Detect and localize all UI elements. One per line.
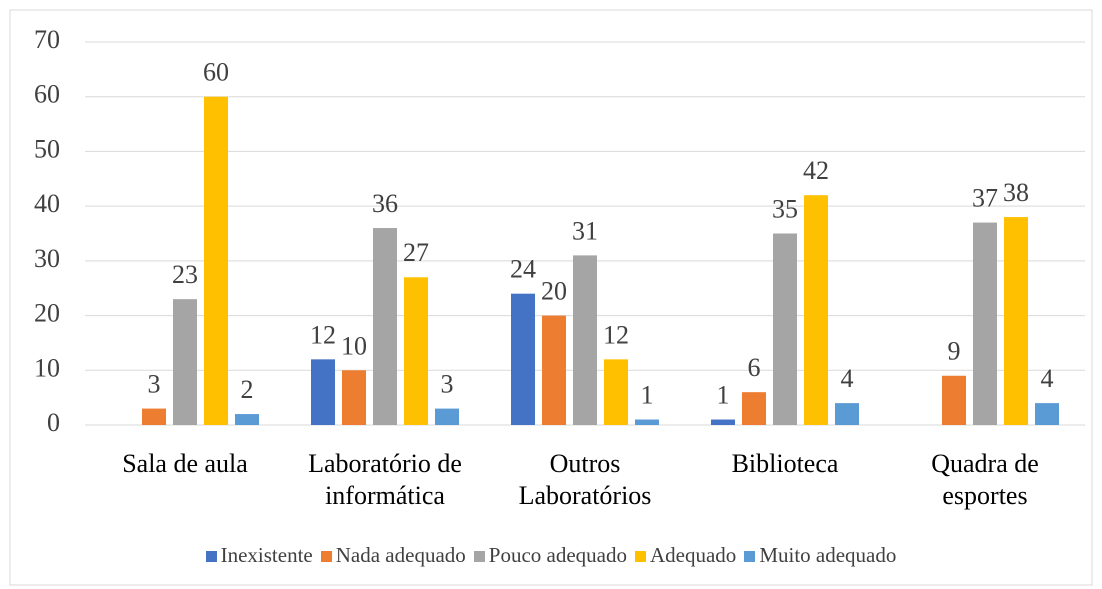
- bar: [204, 96, 228, 425]
- bar: [804, 195, 828, 425]
- data-label: 60: [203, 58, 229, 87]
- legend-label: Muito adequado: [759, 543, 897, 567]
- bar: [835, 403, 859, 425]
- data-label: 38: [1003, 178, 1029, 207]
- legend-swatch: [635, 551, 646, 562]
- legend-label: Pouco adequado: [488, 543, 627, 567]
- legend-label: Adequado: [650, 543, 737, 567]
- bar: [235, 414, 259, 425]
- legend-item: Inexistente: [205, 543, 313, 568]
- data-label: 3: [148, 370, 161, 399]
- legend-swatch: [320, 551, 332, 562]
- data-label: 27: [403, 238, 429, 267]
- bar: [542, 315, 566, 425]
- y-tick-label: 10: [34, 353, 60, 382]
- legend-swatch: [744, 551, 756, 562]
- bar: [711, 419, 735, 425]
- bar: [511, 293, 535, 425]
- legend: Inexistente Nada adequado Pouco adequado Ad…: [0, 543, 1102, 568]
- bar: [342, 370, 366, 425]
- x-tick-label: Quadra de esportes: [931, 449, 1039, 510]
- bar: [573, 255, 597, 425]
- data-label: 10: [341, 331, 367, 360]
- bar: [142, 408, 166, 425]
- legend-swatch: [205, 551, 217, 562]
- data-label: 12: [603, 320, 629, 349]
- y-tick-label: 40: [34, 189, 60, 218]
- bar: [404, 277, 428, 425]
- chart-border: [9, 9, 1093, 586]
- data-label: 6: [748, 353, 761, 382]
- data-label: 23: [172, 260, 198, 289]
- legend-item: Nada adequado: [320, 543, 466, 568]
- bar: [1004, 217, 1028, 425]
- data-label: 4: [1041, 364, 1054, 393]
- y-tick-label: 60: [34, 80, 60, 109]
- y-tick-label: 0: [47, 408, 60, 437]
- x-tick-label: Outros Laboratórios: [518, 449, 652, 510]
- legend-item: Adequado: [635, 543, 736, 568]
- bar: [311, 359, 335, 425]
- bar: [742, 392, 766, 425]
- legend-item: Muito adequado: [744, 543, 896, 568]
- data-label: 4: [841, 364, 854, 393]
- data-label: 36: [372, 189, 398, 218]
- x-tick-label: Laboratório de informática: [308, 449, 462, 510]
- bar: [173, 299, 197, 425]
- data-label: 37: [972, 184, 998, 213]
- bar: [435, 408, 459, 425]
- data-label: 31: [572, 216, 598, 245]
- data-label: 2: [241, 375, 254, 404]
- legend-swatch: [473, 551, 485, 562]
- y-tick-label: 70: [34, 25, 60, 54]
- bar: [942, 375, 966, 425]
- data-label: 3: [441, 370, 454, 399]
- x-tick-label: Sala de aula: [122, 449, 248, 478]
- data-label: 1: [641, 380, 654, 409]
- bar: [604, 359, 628, 425]
- legend-label: Nada adequado: [335, 543, 466, 567]
- legend-item: Pouco adequado: [473, 543, 627, 568]
- bar: [773, 233, 797, 425]
- data-label: 12: [310, 320, 336, 349]
- y-tick-label: 50: [34, 134, 60, 163]
- data-label: 42: [803, 156, 829, 185]
- data-label: 1: [717, 380, 730, 409]
- bar: [1035, 403, 1059, 425]
- x-tick-label: Biblioteca: [731, 449, 839, 478]
- data-label: 24: [510, 255, 536, 284]
- y-tick-label: 30: [34, 244, 60, 273]
- bar: [635, 419, 659, 425]
- legend-label: Inexistente: [220, 543, 313, 567]
- bar: [973, 222, 997, 425]
- bar: [373, 228, 397, 425]
- data-label: 35: [772, 194, 798, 223]
- y-tick-label: 20: [34, 299, 60, 328]
- data-label: 9: [948, 337, 961, 366]
- data-label: 20: [541, 277, 567, 306]
